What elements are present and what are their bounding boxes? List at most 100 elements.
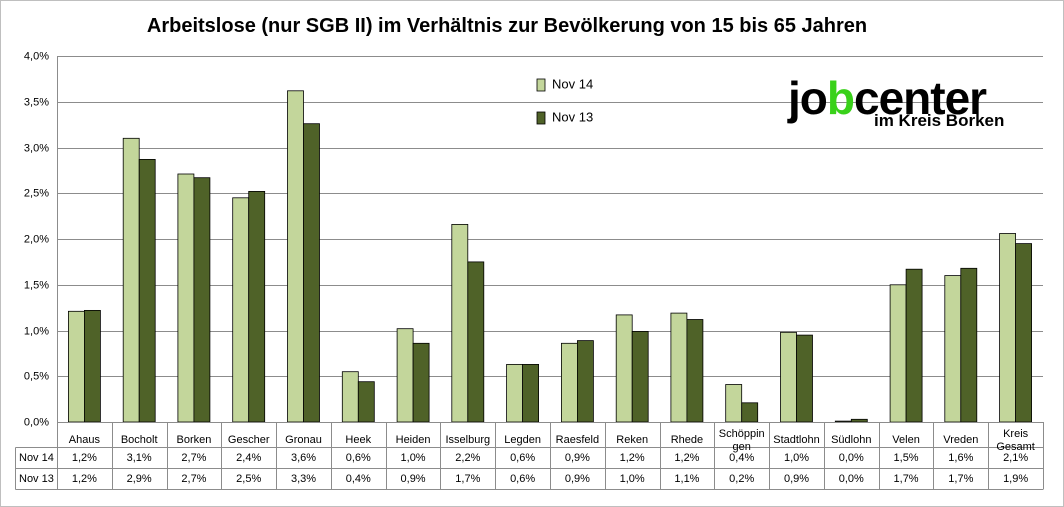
x-category-label: Legden — [504, 434, 541, 446]
data-label: 1,2% — [72, 473, 97, 485]
x-category-label: Gescher — [228, 434, 270, 446]
bar-nov-14 — [68, 310, 85, 423]
y-tick-label: 0,5% — [24, 370, 49, 382]
bar-nov-14 — [944, 275, 962, 423]
data-label: 1,0% — [620, 473, 645, 485]
data-label: 3,6% — [291, 452, 316, 464]
data-label: 1,5% — [894, 452, 919, 464]
x-category-label: Kreis Gesamt — [996, 428, 1035, 453]
legend-swatch — [536, 111, 546, 125]
data-label: 0,9% — [565, 452, 590, 464]
bar-nov-14 — [232, 197, 250, 423]
data-label: 1,7% — [894, 473, 919, 485]
bar-nov-14 — [451, 223, 469, 423]
data-label: 1,6% — [948, 452, 973, 464]
data-label: 1,2% — [620, 452, 645, 464]
y-tick-label: 2,0% — [24, 233, 49, 245]
bar-nov-14 — [396, 328, 414, 423]
bar-nov-13 — [248, 190, 266, 423]
bar-nov-13 — [960, 267, 978, 423]
data-label: 1,0% — [784, 452, 809, 464]
data-label: 0,4% — [346, 473, 371, 485]
x-category-label: Heek — [345, 434, 371, 446]
bar-nov-13 — [631, 330, 649, 423]
bar-nov-14 — [780, 331, 797, 423]
legend-label: Nov 14 — [552, 76, 593, 91]
bar-nov-13 — [138, 158, 156, 423]
bar-nov-14 — [834, 420, 852, 423]
data-label: 0,4% — [729, 452, 754, 464]
bar-nov-14 — [999, 233, 1016, 423]
y-tick-label: 3,0% — [24, 142, 49, 154]
y-tick-label: 4,0% — [24, 50, 49, 62]
data-label: 3,1% — [127, 452, 152, 464]
x-category-label: Isselburg — [446, 434, 491, 446]
legend: Nov 14 Nov 13 — [536, 76, 593, 125]
bar-nov-13 — [741, 402, 759, 423]
x-category-label: Raesfeld — [556, 434, 599, 446]
y-tick-label: 2,5% — [24, 187, 49, 199]
data-label: 1,7% — [948, 473, 973, 485]
data-label: 1,1% — [674, 473, 699, 485]
bar-nov-14 — [889, 284, 907, 423]
data-label: 2,5% — [236, 473, 261, 485]
x-category-label: Vreden — [943, 434, 978, 446]
data-label: 2,7% — [181, 473, 206, 485]
data-label: 0,9% — [401, 473, 426, 485]
data-label: 2,4% — [236, 452, 261, 464]
bar-nov-13 — [357, 381, 375, 423]
bar-nov-13 — [905, 268, 923, 423]
data-label: 0,9% — [784, 473, 809, 485]
x-category-label: Rhede — [671, 434, 703, 446]
data-label: 0,0% — [839, 473, 864, 485]
legend-swatch — [536, 78, 546, 92]
data-label: 2,7% — [181, 452, 206, 464]
bar-nov-13 — [577, 340, 594, 423]
x-category-label: Schöppin gen — [719, 428, 765, 453]
y-tick-label: 3,5% — [24, 96, 49, 108]
legend-label: Nov 13 — [552, 109, 593, 124]
bar-nov-13 — [303, 123, 320, 423]
y-tick-label: 1,0% — [24, 325, 49, 337]
data-label: 2,9% — [127, 473, 152, 485]
data-label: 1,7% — [455, 473, 480, 485]
x-category-label: Gronau — [285, 434, 322, 446]
data-label: 0,6% — [510, 452, 535, 464]
x-category-label: Velen — [892, 434, 920, 446]
data-label: 0,0% — [839, 452, 864, 464]
bar-nov-13 — [193, 177, 211, 423]
bar-nov-14 — [122, 137, 140, 423]
y-tick-label: 1,5% — [24, 279, 49, 291]
bar-nov-13 — [467, 261, 485, 423]
data-label: 0,9% — [565, 473, 590, 485]
bar-nov-14 — [725, 384, 743, 423]
bar-nov-14 — [177, 173, 195, 423]
bar-nov-13 — [1015, 243, 1032, 423]
data-label: 2,1% — [1003, 452, 1028, 464]
bar-nov-14 — [670, 312, 688, 423]
x-category-label: Heiden — [396, 434, 431, 446]
data-label: 1,2% — [72, 452, 97, 464]
table-row-label: Nov 14 — [19, 452, 54, 464]
bar-nov-13 — [850, 418, 868, 423]
bar-nov-14 — [561, 342, 578, 423]
bar-nov-14 — [287, 90, 304, 423]
table-row-label: Nov 13 — [19, 473, 54, 485]
bar-nov-13 — [796, 334, 813, 423]
data-table: Ahaus Bocholt Borken Gescher Gronau Heek Heide… — [15, 422, 1044, 490]
data-label: 0,2% — [729, 473, 754, 485]
x-category-label: Borken — [177, 434, 212, 446]
data-label: 1,9% — [1003, 473, 1028, 485]
data-label: 2,2% — [455, 452, 480, 464]
data-label: 0,6% — [346, 452, 371, 464]
x-category-label: Ahaus — [69, 434, 101, 446]
bar-nov-14 — [506, 363, 524, 423]
x-category-label: Reken — [616, 434, 648, 446]
data-label: 3,3% — [291, 473, 316, 485]
y-tick-label: 0,0% — [24, 416, 49, 428]
bar-nov-13 — [412, 342, 430, 423]
data-label: 1,0% — [401, 452, 426, 464]
logo-subtitle: im Kreis Borken — [874, 111, 1004, 130]
chart-title: Arbeitslose (nur SGB II) im Verhältnis z… — [147, 15, 867, 37]
